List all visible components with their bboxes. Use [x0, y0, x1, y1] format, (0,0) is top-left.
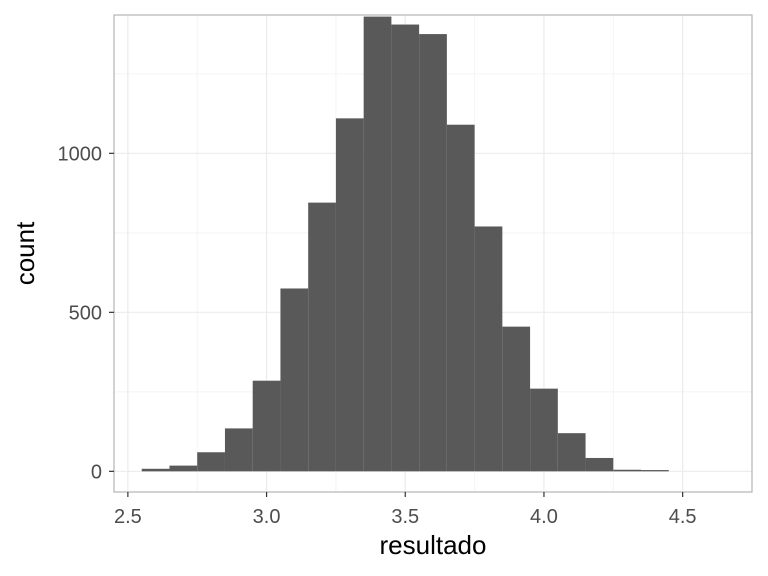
- histogram-bar: [308, 202, 336, 472]
- histogram-bar: [391, 24, 420, 472]
- histogram-bar: [169, 465, 198, 472]
- x-tick-label: 2.5: [114, 506, 142, 528]
- y-tick-label: 1000: [58, 143, 103, 165]
- x-tick-label: 3.0: [253, 506, 281, 528]
- histogram-bar: [641, 470, 669, 472]
- histogram-bar: [585, 457, 614, 472]
- histogram-bar: [613, 469, 642, 472]
- histogram-bar: [530, 388, 558, 472]
- histogram-bar: [335, 118, 364, 472]
- y-axis-ticks: 0 500 1000: [58, 143, 114, 483]
- histogram-bar: [197, 452, 225, 472]
- y-tick-label: 500: [69, 302, 102, 324]
- x-tick-label: 3.5: [391, 506, 419, 528]
- x-tick-label: 4.0: [530, 506, 558, 528]
- histogram-bar: [363, 16, 392, 472]
- x-axis-ticks: 2.5 3.0 3.5 4.0 4.5: [114, 492, 697, 528]
- histogram-bar: [474, 226, 503, 472]
- y-axis-title: count: [10, 221, 40, 285]
- x-axis-title: resultado: [380, 530, 487, 560]
- histogram-bars: [141, 16, 669, 472]
- histogram-bar: [419, 34, 447, 472]
- histogram-bar: [502, 326, 531, 472]
- histogram-bar: [280, 288, 309, 472]
- histogram-bar: [224, 428, 253, 472]
- histogram-bar: [446, 124, 475, 472]
- x-tick-label: 4.5: [669, 506, 697, 528]
- histogram-bar: [252, 380, 281, 472]
- histogram-bar: [141, 468, 170, 472]
- panel-border: [113, 14, 753, 493]
- y-tick-label: 0: [91, 461, 102, 483]
- histogram-bar: [557, 433, 586, 472]
